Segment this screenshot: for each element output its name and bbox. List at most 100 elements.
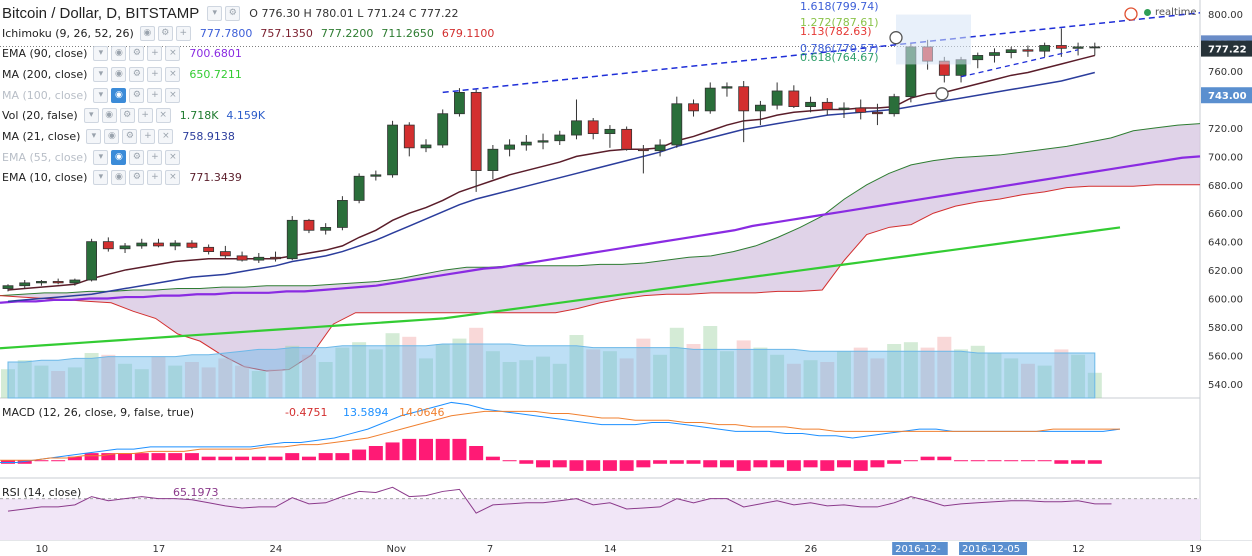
volume-ma-area — [7, 343, 1096, 399]
price-tick-label: 660.00 — [1208, 209, 1243, 220]
fib-level-label: 0.618(764.67) — [800, 51, 879, 64]
eye-icon[interactable]: ◉ — [101, 108, 117, 124]
close-icon[interactable]: × — [155, 108, 171, 124]
settings-icon[interactable]: ⚙ — [129, 87, 145, 103]
time-axis: 10 17 24 Nov 7 14 21 26 2016-12- 2016-12-05 12 19 — [35, 542, 1202, 555]
indicator-legend-row[interactable]: MA (200, close) ▾ ◉ ⚙ + × 650.7211 — [2, 65, 250, 83]
eye-icon[interactable]: ◉ — [111, 87, 127, 103]
macd-histogram-bar — [101, 453, 116, 461]
plus-icon[interactable]: + — [147, 66, 163, 82]
candle-body — [52, 281, 64, 284]
close-icon[interactable]: × — [158, 129, 174, 144]
volume-bar — [686, 344, 701, 398]
eye-icon[interactable]: ◉ — [111, 149, 127, 165]
close-value: 777.22 — [420, 6, 459, 20]
chevron-down-icon[interactable]: ▾ — [93, 170, 109, 186]
indicator-legend-row[interactable]: EMA (10, close) ▾ ◉ ⚙ + × 771.3439 — [2, 169, 250, 187]
candle-body — [621, 128, 633, 150]
indicator-buttons: ▾ ◉ ⚙ + × — [86, 129, 176, 144]
price-tick-label: 540.00 — [1208, 380, 1243, 391]
chevron-down-icon[interactable]: ▾ — [93, 66, 109, 82]
volume-bar — [335, 347, 350, 398]
candle-body — [537, 140, 549, 143]
time-tick-label: 26 — [805, 544, 818, 555]
header-buttons: ▾ ⚙ — [207, 5, 243, 21]
chevron-down-icon[interactable]: ▾ — [86, 129, 102, 144]
close-icon[interactable]: × — [165, 149, 181, 165]
indicator-legend-row[interactable]: EMA (90, close) ▾ ◉ ⚙ + × 700.6801 — [2, 45, 250, 63]
close-icon[interactable]: × — [165, 87, 181, 103]
plus-icon[interactable]: + — [137, 108, 153, 124]
time-tick-label: 17 — [152, 544, 165, 555]
volume-bar — [987, 353, 1002, 398]
candle-body — [270, 256, 281, 260]
trendlines: 1.618(799.74) 1.272(787.61)1.13(782.63) 0.… — [442, 0, 1201, 101]
symbol-title[interactable]: Bitcoin / Dollar, D, BITSTAMP — [2, 4, 200, 22]
close-icon[interactable]: × — [165, 46, 181, 62]
candle-body — [454, 91, 465, 115]
macd-histogram-bar — [669, 460, 684, 464]
indicator-name: MA (200, close) — [2, 67, 88, 81]
indicator-legend-row[interactable]: MA (100, close) ▾ ◉ ⚙ + × — [2, 86, 189, 104]
plus-icon[interactable]: + — [147, 170, 163, 186]
chevron-down-icon[interactable]: ▾ — [93, 46, 109, 62]
plus-icon[interactable]: + — [147, 149, 163, 165]
plus-icon[interactable]: + — [140, 129, 156, 144]
volume-bar — [837, 351, 851, 398]
macd-histogram-bar — [218, 456, 233, 461]
volume-bar — [368, 349, 383, 398]
chevron-down-icon[interactable]: ▾ — [83, 108, 99, 124]
indicator-legend-row[interactable]: Ichimoku (9, 26, 52, 26) ◉ ⚙ +777.7800 757.1… — [2, 24, 502, 42]
plus-icon[interactable]: + — [175, 25, 191, 41]
chevron-down-icon[interactable]: ▾ — [93, 149, 109, 165]
chevron-down-icon[interactable]: ▾ — [93, 87, 109, 103]
plus-icon[interactable]: + — [147, 46, 163, 62]
candle-body — [1039, 45, 1051, 52]
chevron-down-icon[interactable]: ▾ — [207, 5, 223, 21]
close-label: C — [408, 6, 417, 20]
eye-icon[interactable]: ◉ — [139, 25, 155, 41]
volume-bar — [118, 363, 133, 398]
macd-histogram-bar — [285, 453, 300, 461]
settings-icon[interactable]: ⚙ — [129, 66, 145, 82]
macd-histogram-bar — [1054, 460, 1069, 464]
candle-body — [370, 174, 382, 177]
volume-bar — [552, 363, 567, 398]
settings-icon[interactable]: ⚙ — [129, 149, 145, 165]
realtime-indicator: realtime — [1144, 7, 1197, 18]
settings-icon[interactable]: ⚙ — [119, 108, 135, 124]
eye-icon[interactable]: ◉ — [104, 129, 120, 144]
indicator-legend-row[interactable]: MA (21, close) ▾ ◉ ⚙ + × 758.9138 — [2, 128, 243, 146]
volume-bar — [903, 342, 918, 398]
plus-icon[interactable]: + — [147, 87, 163, 103]
volume-bar — [1020, 363, 1035, 398]
volume-bar — [703, 326, 718, 398]
settings-icon[interactable]: ⚙ — [129, 46, 145, 62]
macd-histogram-bar — [34, 460, 49, 462]
candle-body — [186, 242, 198, 248]
indicator-value: 711.2650 — [381, 26, 434, 40]
eye-icon[interactable]: ◉ — [111, 66, 127, 82]
close-icon[interactable]: × — [165, 66, 181, 82]
candle-body — [420, 144, 432, 149]
settings-icon[interactable]: ⚙ — [122, 129, 138, 144]
eye-icon[interactable]: ◉ — [111, 170, 127, 186]
macd-histogram-bar — [837, 460, 851, 468]
price-tick-label: 600.00 — [1208, 295, 1243, 306]
macd-histogram-bar — [736, 460, 751, 471]
indicator-buttons: ▾ ◉ ⚙ + × — [93, 87, 183, 103]
close-icon[interactable]: × — [165, 170, 181, 186]
indicator-legend-row[interactable]: EMA (55, close) ▾ ◉ ⚙ + × — [2, 148, 189, 166]
indicator-legend-row[interactable]: Vol (20, false) ▾ ◉ ⚙ + × 1.718K 4.159K — [2, 107, 273, 125]
eye-icon[interactable]: ◉ — [111, 46, 127, 62]
indicator-value: 4.159K — [226, 109, 266, 123]
macd-histogram-bar — [903, 460, 918, 462]
candle-body — [1055, 45, 1067, 49]
settings-icon[interactable]: ⚙ — [157, 25, 173, 41]
price-badge-label: 743.00 — [1208, 91, 1247, 102]
macd-histogram-bar — [419, 438, 433, 461]
macd-histogram-bar — [235, 456, 250, 461]
settings-icon[interactable]: ⚙ — [225, 5, 241, 21]
settings-icon[interactable]: ⚙ — [129, 170, 145, 186]
